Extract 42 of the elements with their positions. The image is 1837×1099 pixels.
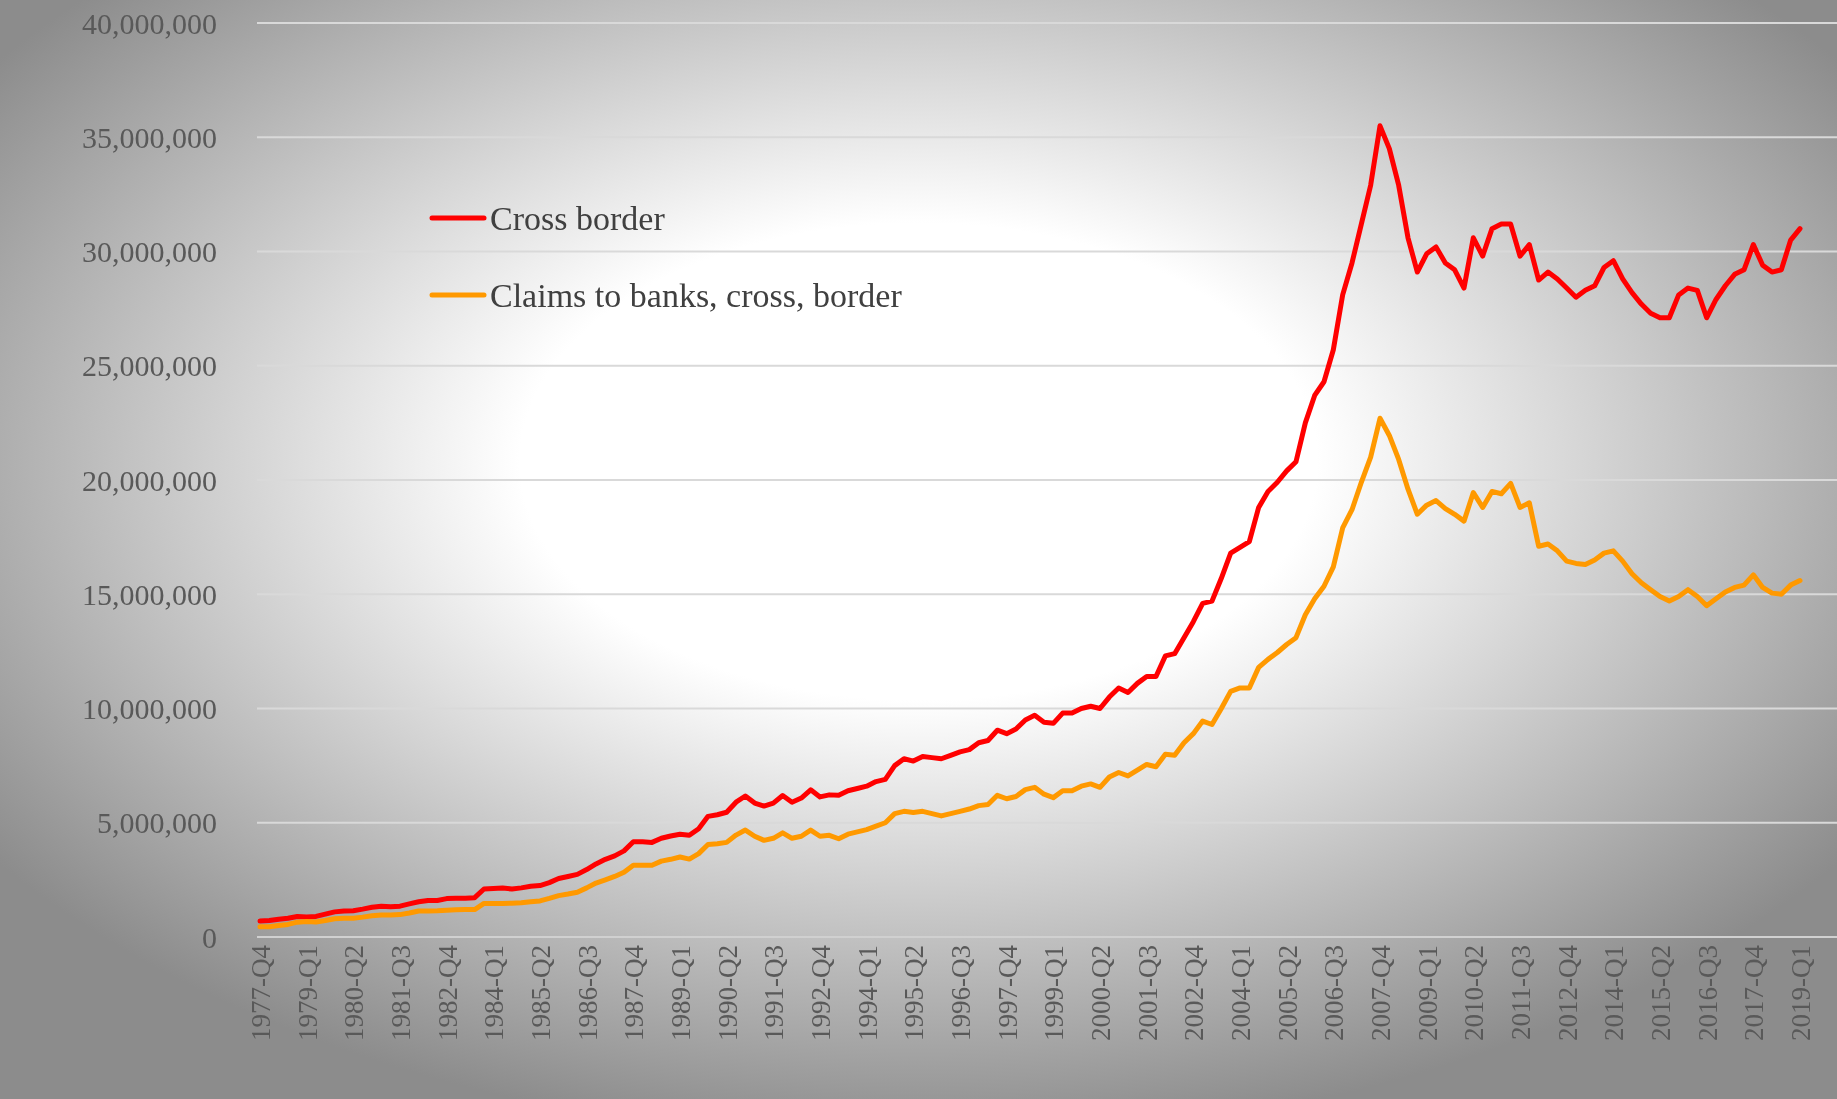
x-tick-label: 1977-Q4 [246, 944, 276, 1041]
x-tick-label: 1995-Q2 [899, 945, 930, 1041]
x-tick-label: 1991-Q3 [759, 945, 790, 1041]
x-tick-label: 1996-Q3 [946, 945, 976, 1041]
x-tick-label: 1984-Q1 [479, 945, 510, 1041]
x-tick-label: 2011-Q3 [1506, 945, 1536, 1040]
x-tick-label: 1989-Q1 [666, 945, 696, 1041]
x-tick-label: 2006-Q3 [1319, 945, 1350, 1041]
legend-label: Cross border [490, 199, 666, 237]
x-tick-label: 1980-Q2 [339, 945, 370, 1041]
x-tick-label: 2014-Q1 [1599, 945, 1630, 1041]
x-tick-label: 2009-Q1 [1412, 945, 1443, 1041]
x-tick-label: 2000-Q2 [1086, 945, 1116, 1041]
x-tick-label: 2001-Q3 [1132, 945, 1163, 1041]
x-tick-label: 2007-Q4 [1366, 944, 1396, 1041]
y-tick-label: 35,000,000 [82, 120, 217, 154]
legend-label: Claims to banks, cross, border [490, 276, 903, 314]
y-tick-label: 20,000,000 [82, 463, 217, 497]
x-tick-label: 2010-Q2 [1459, 945, 1490, 1041]
x-tick-label: 2005-Q2 [1272, 945, 1303, 1041]
x-tick-label: 1986-Q3 [572, 945, 603, 1041]
x-tick-label: 2015-Q2 [1646, 945, 1676, 1041]
x-tick-label: 1981-Q3 [386, 945, 416, 1041]
x-tick-label: 2002-Q4 [1179, 944, 1210, 1041]
y-tick-label: 15,000,000 [82, 577, 217, 611]
x-tick-label: 2004-Q1 [1226, 945, 1256, 1041]
y-tick-label: 40,000,000 [82, 6, 217, 40]
y-tick-label: 0 [202, 920, 217, 954]
y-tick-label: 25,000,000 [82, 349, 217, 383]
x-tick-label: 1992-Q4 [806, 944, 836, 1041]
x-tick-label: 1985-Q2 [526, 945, 556, 1041]
x-tick-label: 1994-Q1 [852, 945, 883, 1041]
x-tick-label: 1982-Q4 [432, 944, 463, 1041]
x-tick-label: 2012-Q4 [1552, 944, 1583, 1041]
y-tick-label: 5,000,000 [97, 806, 217, 840]
y-tick-label: 10,000,000 [82, 692, 217, 725]
x-tick-label: 1997-Q4 [992, 944, 1023, 1041]
x-tick-label: 1999-Q1 [1039, 945, 1070, 1041]
x-tick-label: 1979-Q1 [292, 945, 323, 1041]
y-tick-label: 30,000,000 [82, 235, 217, 268]
x-tick-label: 1990-Q2 [712, 945, 743, 1041]
x-tick-label: 1987-Q4 [619, 944, 650, 1041]
